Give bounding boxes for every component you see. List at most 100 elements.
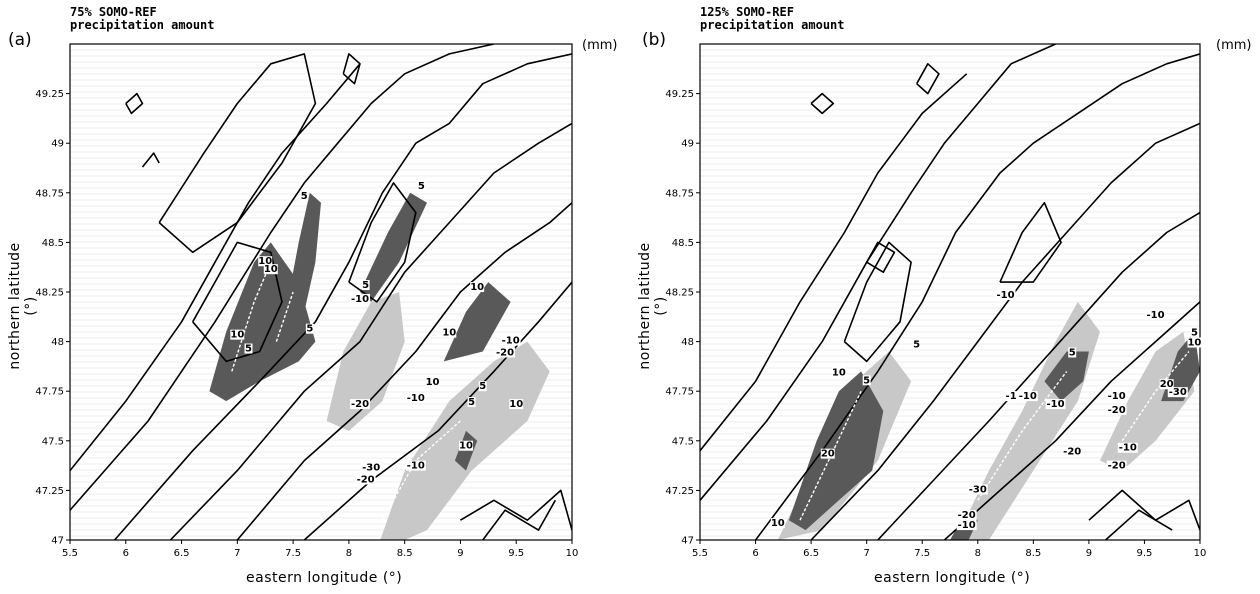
x-tick-label: 7 — [234, 548, 240, 559]
contour-label: 5 — [913, 340, 920, 351]
contour-label-bg — [355, 474, 376, 485]
contour-label: -20 — [1108, 461, 1126, 472]
contour-label: 10 — [771, 518, 785, 529]
x-tick-label: 7.5 — [914, 548, 930, 559]
contour-label: 10 — [832, 367, 846, 378]
contour-label: 10 — [258, 256, 272, 267]
contour-label: -20 — [1063, 447, 1081, 458]
x-axis-label: eastern longitude (°) — [246, 570, 403, 586]
contour-label: -20 — [958, 510, 976, 521]
contour-line — [877, 211, 1200, 540]
contour-label: 10 — [264, 264, 278, 275]
x-tick-label: 9.5 — [1136, 548, 1152, 559]
contour-line — [141, 152, 160, 168]
x-tick-label: 10 — [566, 548, 579, 559]
contour-label: -10 — [1108, 391, 1126, 402]
contour-line — [303, 281, 572, 540]
contour-label: 10 — [426, 377, 440, 388]
contour-line-white — [231, 261, 272, 372]
contour-label: 5 — [362, 280, 369, 291]
contour-label: 10 — [470, 282, 484, 293]
contour-label-bg — [956, 520, 977, 531]
positive-region — [443, 282, 511, 362]
contour-line — [70, 63, 361, 472]
panel-b: (b) 125% SOMO-REF precipitation amount (… — [630, 0, 1260, 594]
contour-label-bg — [831, 367, 846, 378]
contour-label: 5 — [479, 381, 486, 392]
contour-label-bg — [1004, 391, 1019, 402]
contour-line — [236, 202, 572, 540]
contour-label-bg — [967, 484, 988, 495]
y-tick-label: 48.25 — [35, 288, 64, 299]
x-tick-label: 8.5 — [1025, 548, 1041, 559]
y-tick-label: 49 — [681, 139, 694, 150]
title-line-2: precipitation amount — [70, 18, 215, 32]
contour-line-white — [381, 420, 461, 521]
contour-label: 20 — [821, 449, 835, 460]
y-tick-label: 47.75 — [665, 387, 694, 398]
contour-label: -10 — [407, 461, 425, 472]
y-tick-label: 48 — [681, 337, 694, 348]
contour-label: -20 — [496, 347, 514, 358]
contour-label: 5 — [245, 344, 252, 355]
contour-label: -10 — [958, 520, 976, 531]
contour-label: -20 — [1108, 405, 1126, 416]
x-tick-label: 9 — [1086, 548, 1092, 559]
positive-region — [287, 192, 321, 312]
negative-region — [1100, 331, 1195, 471]
x-tick-label: 8 — [346, 548, 352, 559]
contour-line — [169, 122, 572, 540]
contour-label: 5 — [863, 375, 870, 386]
y-tick-label: 47.75 — [35, 387, 64, 398]
contour-label: -10 — [1019, 391, 1037, 402]
contour-line — [754, 53, 1200, 540]
contour-label-bg — [912, 339, 921, 350]
contour-label-bg — [1167, 387, 1188, 398]
contour-label: 10 — [509, 399, 523, 410]
contour-label-bg — [244, 343, 253, 354]
contour-label: -10 — [1047, 399, 1065, 410]
positive-region — [209, 242, 316, 402]
contour-label: -10 — [997, 290, 1015, 301]
y-tick-label: 48.75 — [665, 188, 694, 199]
contour-label-bg — [1145, 309, 1166, 320]
y-tick-label: 47.25 — [665, 486, 694, 497]
x-tick-label: 6 — [123, 548, 129, 559]
contour-label-bg — [862, 375, 871, 386]
contour-line — [866, 241, 896, 274]
negative-region — [326, 292, 405, 431]
positive-region — [360, 192, 427, 302]
panel-a: (a) 75% SOMO-REF precipitation amount (m… — [7, 6, 617, 587]
contour-label-bg — [1159, 379, 1174, 390]
x-tick-label: 9 — [457, 548, 463, 559]
chart-title: 75% SOMO-REF precipitation amount — [70, 6, 215, 32]
contour-plot-b: 5.5 6 6.5 7 7.5 8 8.5 9 9.5 10 47 47.25 47.5 47.75 48 4… — [665, 43, 1207, 559]
contour-label-bg — [1045, 399, 1066, 410]
panel-letter: (a) — [8, 30, 32, 50]
contour-label-bg — [350, 293, 371, 304]
contour-label: 10 — [442, 328, 456, 339]
y-tick-label: 48.5 — [672, 238, 694, 249]
y-tick-label: 47 — [51, 536, 64, 547]
contour-label-bg — [995, 289, 1016, 300]
x-tick-label: 8.5 — [397, 548, 413, 559]
contour-label-bg — [1106, 391, 1127, 402]
contour-line-white — [977, 370, 1068, 501]
x-tick-label: 10 — [1194, 548, 1207, 559]
contour-line — [482, 499, 556, 540]
contour-label-bg — [500, 335, 521, 346]
contour-label-bg — [350, 399, 371, 410]
x-tick-label: 6.5 — [174, 548, 190, 559]
contour-label: -10 — [351, 294, 369, 305]
contour-label-bg — [467, 397, 476, 408]
contour-label: 20 — [1160, 379, 1174, 390]
contour-line — [700, 73, 968, 452]
background-grid — [70, 49, 572, 537]
contour-label-bg — [470, 282, 485, 293]
contour-label-bg — [361, 462, 382, 473]
y-tick-label: 47.5 — [672, 436, 694, 447]
contour-line — [843, 241, 912, 363]
unit-label: (mm) — [1216, 38, 1252, 53]
contour-label: -10 — [1147, 310, 1165, 321]
contour-label-bg — [459, 440, 474, 451]
